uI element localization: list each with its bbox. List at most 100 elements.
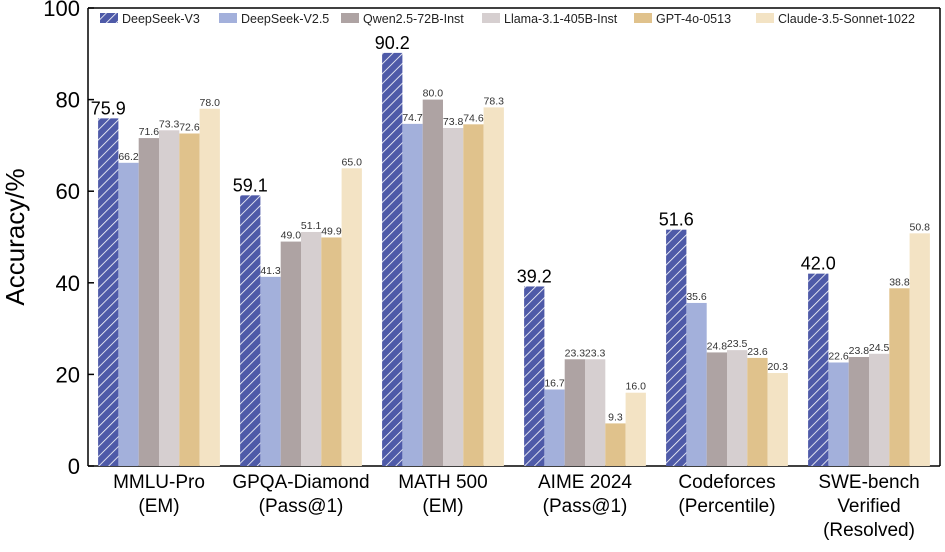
x-tick-label: MMLU-Pro (EM) bbox=[113, 472, 205, 517]
x-tick-label: AIME 2024 (Pass@1) bbox=[538, 472, 632, 517]
y-tick-label: 60 bbox=[56, 179, 80, 204]
data-label: 42.0 bbox=[801, 254, 836, 274]
x-tick-label-line: MMLU-Pro bbox=[113, 472, 205, 493]
legend-label: DeepSeek-V2.5 bbox=[241, 12, 329, 26]
x-tick-label-line: (Resolved) bbox=[823, 520, 915, 541]
data-label: 24.5 bbox=[869, 342, 890, 354]
data-label: 74.7 bbox=[402, 112, 423, 124]
x-tick-label: GPQA-Diamond (Pass@1) bbox=[232, 472, 369, 517]
data-label: 75.9 bbox=[91, 98, 126, 118]
axes: 0 20 40 60 80 100 Accuracy/% MMLU-Pro (EM) GPQA-D… bbox=[0, 0, 941, 541]
data-label: 73.8 bbox=[443, 116, 464, 128]
data-label: 16.0 bbox=[626, 381, 647, 393]
bar-gpt-4o-0513 bbox=[747, 357, 768, 466]
bar-gpt-4o-0513 bbox=[889, 288, 910, 466]
bar-claude-3-5-sonnet-1022 bbox=[341, 168, 362, 467]
bar-deepseek-v3 bbox=[808, 273, 829, 466]
x-tick-label-line: AIME 2024 bbox=[538, 472, 632, 493]
data-label: 38.8 bbox=[889, 276, 910, 288]
data-label: 35.6 bbox=[686, 291, 707, 303]
x-tick-label-line: SWE-bench bbox=[818, 472, 919, 493]
bar-gpt-4o-0513 bbox=[321, 237, 342, 466]
legend-swatch bbox=[756, 13, 774, 23]
bar-claude-3-5-sonnet-1022 bbox=[199, 108, 220, 466]
data-label: 24.8 bbox=[707, 340, 728, 352]
x-tick-label-line: Verified bbox=[837, 496, 900, 517]
x-tick-label: MATH 500 (EM) bbox=[398, 472, 487, 517]
bar-deepseek-v3 bbox=[666, 229, 687, 466]
bar-llama-3-1-405b-inst bbox=[585, 359, 606, 466]
legend-label: Claude-3.5-Sonnet-1022 bbox=[778, 12, 915, 26]
bar-deepseek-v3 bbox=[240, 195, 261, 466]
legend-swatch bbox=[341, 13, 359, 23]
y-tick-label: 80 bbox=[56, 88, 80, 113]
bar-deepseek-v2-5 bbox=[686, 302, 707, 466]
bar-qwen2-5-72b-inst bbox=[706, 352, 727, 466]
data-label: 49.0 bbox=[281, 230, 302, 242]
bar-llama-3-1-405b-inst bbox=[443, 127, 464, 466]
x-tick-label-line: Codeforces bbox=[678, 472, 775, 493]
data-label: 22.6 bbox=[828, 350, 849, 362]
data-label: 50.8 bbox=[910, 221, 931, 233]
x-tick-label: Codeforces (Percentile) bbox=[678, 472, 775, 517]
legend-swatch bbox=[219, 13, 237, 23]
data-label: 51.1 bbox=[301, 220, 322, 232]
data-label: 9.3 bbox=[608, 411, 623, 423]
bar-llama-3-1-405b-inst bbox=[869, 353, 890, 466]
bar-claude-3-5-sonnet-1022 bbox=[767, 373, 788, 466]
data-label: 71.6 bbox=[139, 126, 160, 138]
bar-qwen2-5-72b-inst bbox=[564, 359, 585, 466]
bar-deepseek-v3 bbox=[98, 118, 119, 467]
legend-swatch bbox=[634, 13, 652, 23]
bar-qwen2-5-72b-inst bbox=[848, 356, 869, 466]
data-label: 80.0 bbox=[423, 88, 444, 100]
bar-gpt-4o-0513 bbox=[463, 124, 484, 466]
data-label: 66.2 bbox=[118, 151, 139, 163]
bar-gpt-4o-0513 bbox=[605, 423, 626, 466]
bar-gpt-4o-0513 bbox=[179, 133, 200, 466]
bar-claude-3-5-sonnet-1022 bbox=[483, 107, 504, 467]
bar-qwen2-5-72b-inst bbox=[280, 241, 301, 466]
x-tick-label-line: (EM) bbox=[138, 496, 179, 517]
bar-claude-3-5-sonnet-1022 bbox=[909, 233, 930, 466]
x-tick-label-line: (Pass@1) bbox=[259, 496, 344, 517]
data-label: 23.3 bbox=[565, 347, 586, 359]
legend-swatch bbox=[100, 13, 118, 23]
x-tick-label-line: (Pass@1) bbox=[543, 496, 628, 517]
data-label: 49.9 bbox=[321, 225, 342, 237]
data-labels: 75.9 66.2 71.673.3 72.678.0 59.1 41.3 49.051.1… bbox=[91, 33, 930, 424]
bar-llama-3-1-405b-inst bbox=[301, 231, 322, 466]
data-label: 23.5 bbox=[727, 338, 748, 350]
legend-label: GPT-4o-0513 bbox=[656, 12, 731, 26]
x-tick-label-line: (Percentile) bbox=[678, 496, 775, 517]
legend-label: Qwen2.5-72B-Inst bbox=[363, 12, 464, 26]
bar-deepseek-v2-5 bbox=[118, 162, 139, 466]
bar-claude-3-5-sonnet-1022 bbox=[625, 392, 646, 466]
x-tick-label-line: GPQA-Diamond bbox=[232, 472, 369, 493]
bar-llama-3-1-405b-inst bbox=[727, 350, 748, 466]
bar-qwen2-5-72b-inst bbox=[422, 99, 443, 466]
bar-deepseek-v2-5 bbox=[828, 362, 849, 466]
data-label: 74.6 bbox=[463, 112, 484, 124]
data-label: 23.3 bbox=[585, 347, 606, 359]
data-label: 23.8 bbox=[849, 345, 870, 357]
data-label: 39.2 bbox=[517, 266, 552, 286]
x-tick-label-line: MATH 500 bbox=[398, 472, 487, 493]
y-tick-label: 0 bbox=[68, 454, 80, 479]
bar-deepseek-v2-5 bbox=[402, 123, 423, 467]
bar-deepseek-v2-5 bbox=[260, 276, 281, 466]
bars bbox=[98, 52, 930, 467]
data-label: 23.6 bbox=[747, 346, 768, 358]
data-label: 72.6 bbox=[179, 121, 200, 133]
data-label: 73.3 bbox=[159, 118, 180, 130]
bar-deepseek-v2-5 bbox=[544, 389, 565, 466]
y-tick-label: 20 bbox=[56, 362, 80, 387]
legend-label: DeepSeek-V3 bbox=[122, 12, 200, 26]
data-label: 20.3 bbox=[768, 361, 789, 373]
data-label: 59.1 bbox=[233, 175, 268, 195]
legend-label: Llama-3.1-405B-Inst bbox=[504, 12, 618, 26]
bar-deepseek-v3 bbox=[382, 52, 403, 466]
data-label: 16.7 bbox=[544, 378, 565, 390]
bar-qwen2-5-72b-inst bbox=[138, 138, 159, 466]
